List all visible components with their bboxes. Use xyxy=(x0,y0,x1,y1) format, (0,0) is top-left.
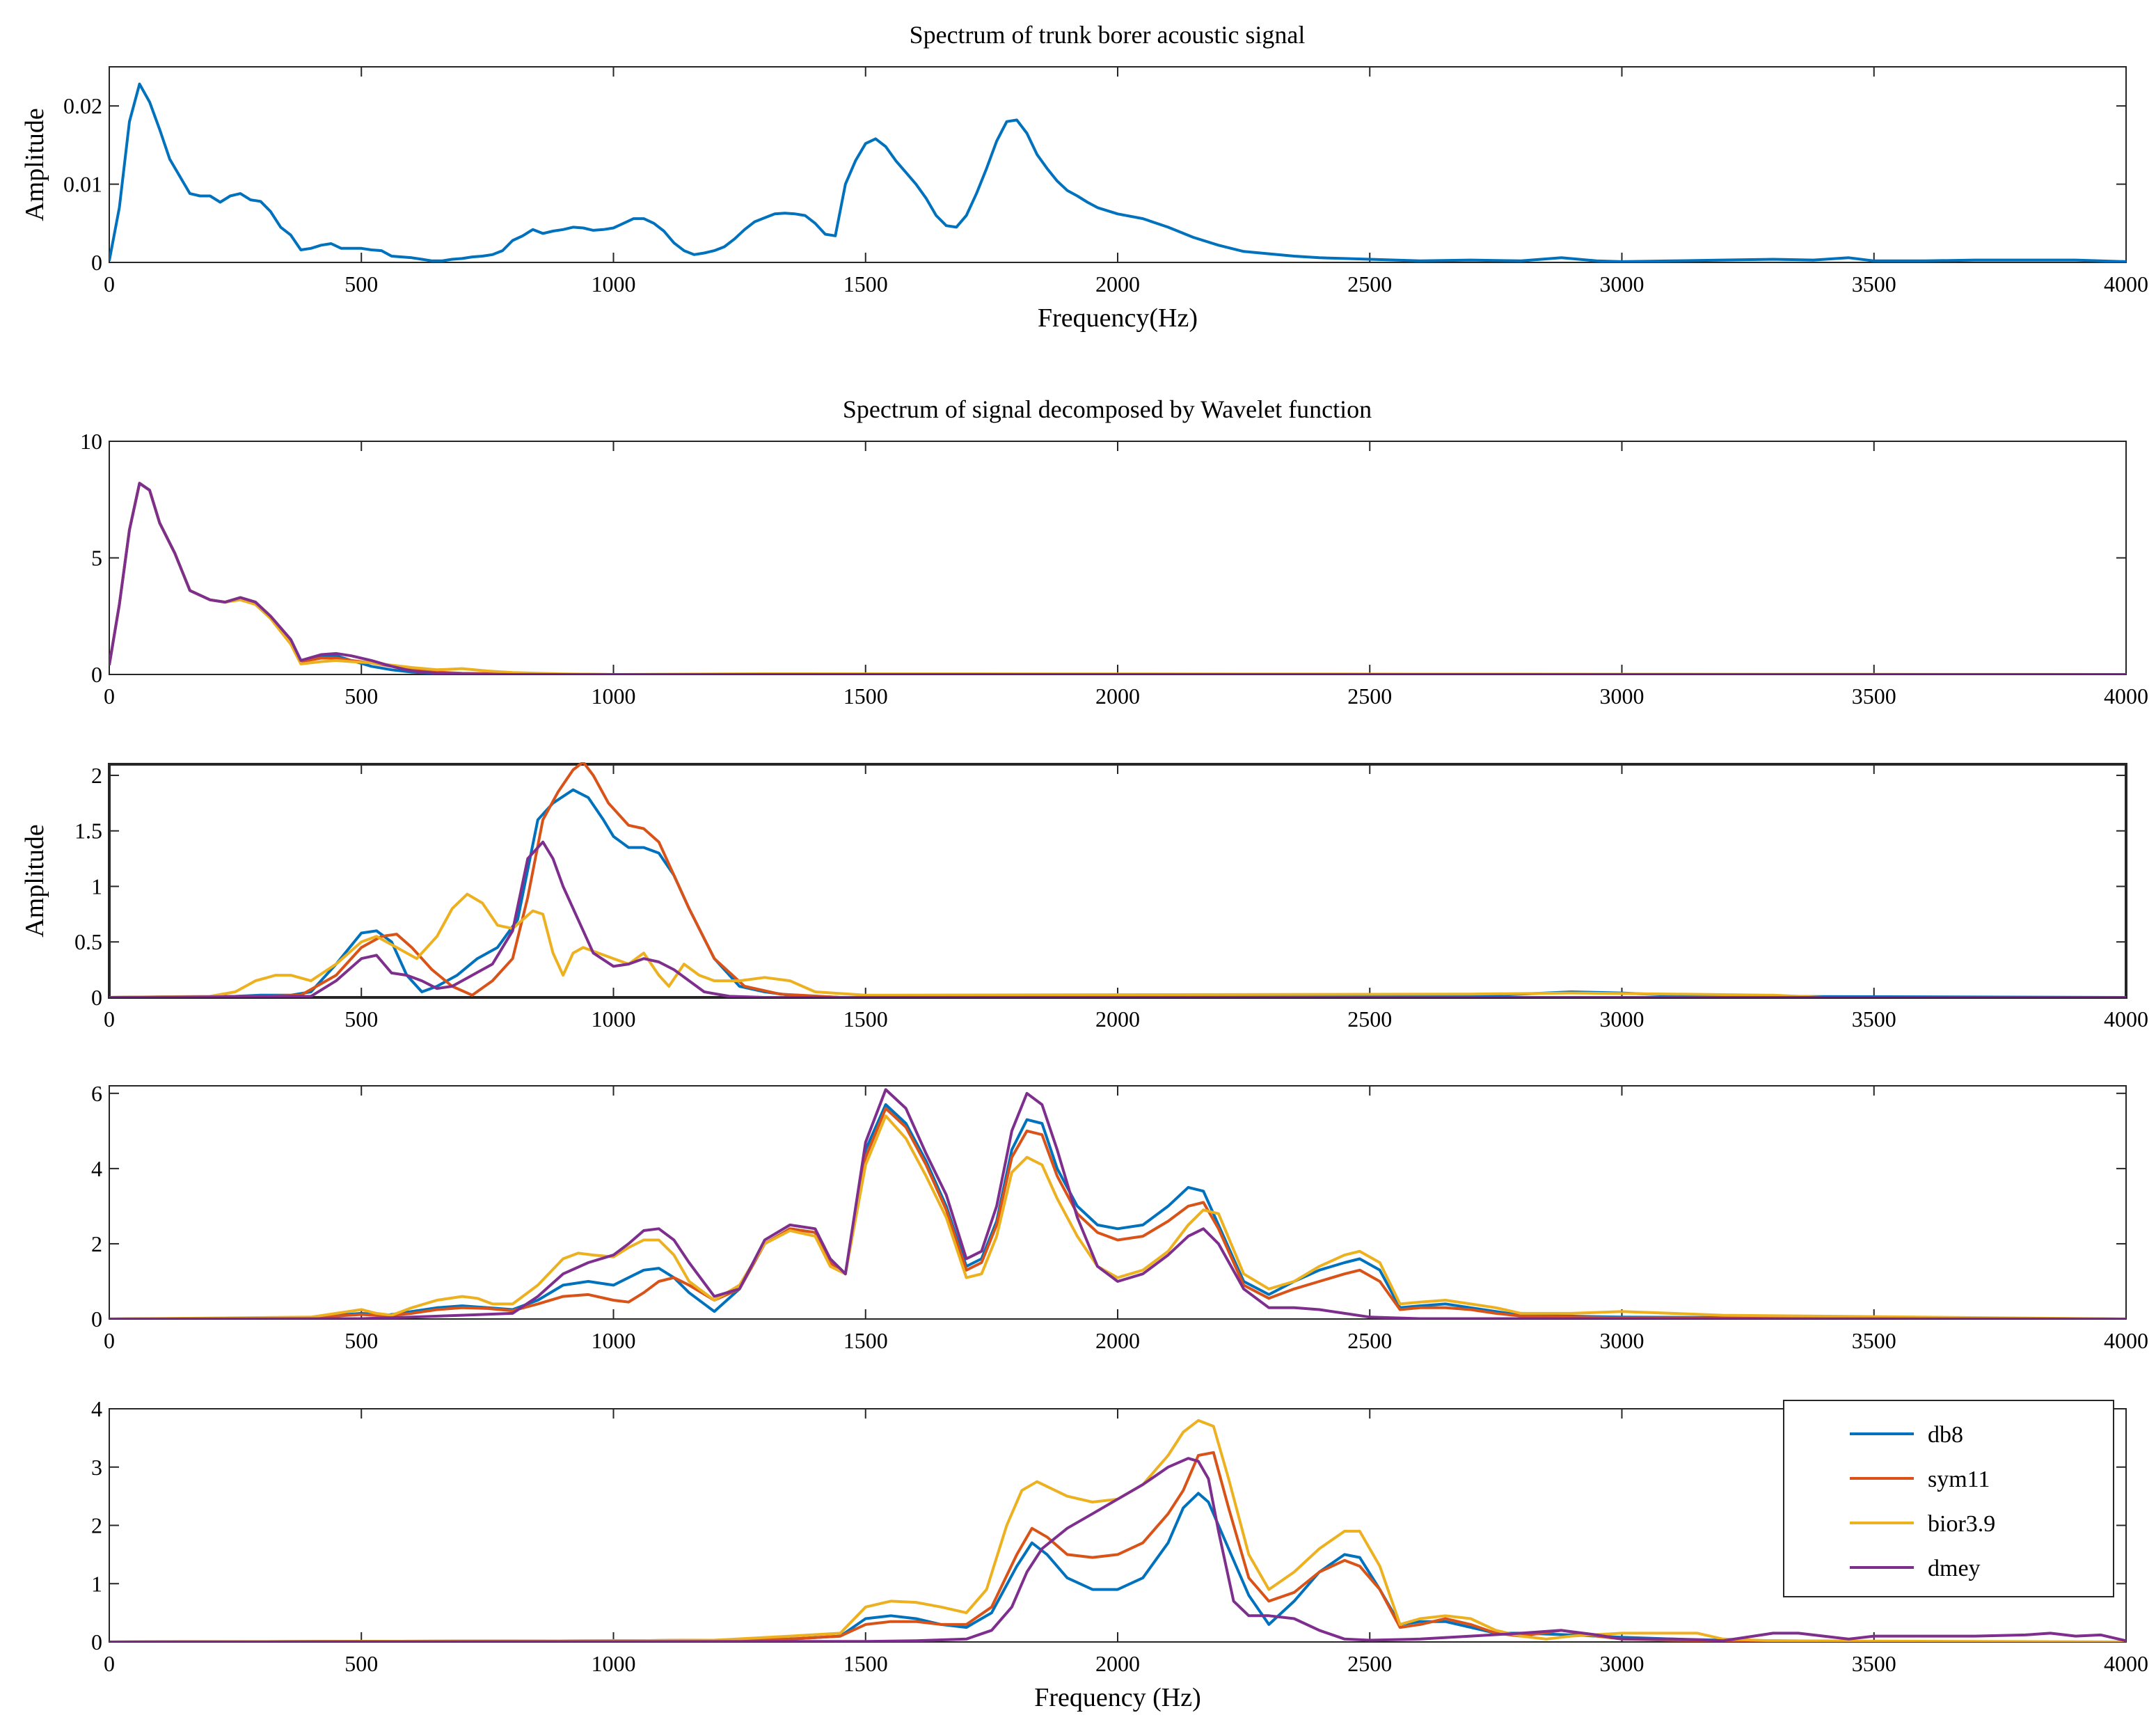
y-tick-label: 0 xyxy=(91,662,102,687)
x-tick-label: 4000 xyxy=(2104,1328,2148,1353)
y-tick-label: 2 xyxy=(91,1231,102,1256)
x-tick-label: 2500 xyxy=(1347,1328,1392,1353)
title-bottom: Spectrum of signal decomposed by Wavelet… xyxy=(843,395,1372,423)
panel-4: 0 500 1000 1500 2000 2500 3000 3500 4000 0 2 4 6 xyxy=(91,1081,2148,1353)
series-line-dmey xyxy=(109,1457,2126,1642)
x-tick-label: 2000 xyxy=(1095,684,1140,709)
series-line-sym11 xyxy=(109,1107,2126,1319)
series-line-db8 xyxy=(109,1103,2126,1319)
legend-label: dmey xyxy=(1928,1556,1981,1581)
x-tick-label: 2000 xyxy=(1095,1006,1140,1032)
y-tick-label: 0 xyxy=(91,250,102,275)
y-tick-label: 2 xyxy=(91,1513,102,1538)
x-tick-label: 3500 xyxy=(1852,1328,1896,1353)
panel-1: 0 500 1000 1500 2000 2500 3000 3500 4000 0 0.01 0.0… xyxy=(20,66,2148,333)
y-tick-label: 2 xyxy=(91,763,102,788)
x-tick-label: 0 xyxy=(104,271,115,297)
panel-3: 0 500 1000 1500 2000 2500 3000 3500 4000 0 0.5 1 1.5… xyxy=(20,762,2148,1032)
x-tick-label: 2000 xyxy=(1095,1328,1140,1353)
x-tick-label: 1000 xyxy=(592,1006,636,1032)
x-tick-label: 500 xyxy=(344,1328,378,1353)
y-tick-label: 0 xyxy=(91,1629,102,1654)
series-line-bior3-9 xyxy=(109,1114,2126,1319)
x-tick-label: 3000 xyxy=(1600,1328,1644,1353)
x-tick-label: 3500 xyxy=(1852,1651,1896,1676)
series-line-bior3-9 xyxy=(109,1419,2126,1642)
x-tick-label: 1500 xyxy=(843,1006,888,1032)
y-tick-label: 0.5 xyxy=(74,929,102,954)
x-tick-label: 1500 xyxy=(843,271,888,297)
x-tick-label: 3500 xyxy=(1852,684,1896,709)
panel-5: 0 500 1000 1500 2000 2500 3000 3500 4000 0 1 2 3 4 Fre… xyxy=(91,1396,2148,1712)
x-axis-label: Frequency (Hz) xyxy=(1034,1683,1201,1712)
x-tick-label: 500 xyxy=(344,271,378,297)
legend-box xyxy=(1783,1400,2114,1597)
x-tick-label: 1000 xyxy=(592,271,636,297)
legend-label: bior3.9 xyxy=(1928,1511,1995,1537)
x-tick-label: 500 xyxy=(344,1006,378,1032)
x-tick-label: 2500 xyxy=(1347,1651,1392,1676)
legend: db8 sym11 bior3.9 dmey xyxy=(1783,1400,2114,1597)
x-tick-label: 2000 xyxy=(1095,1651,1140,1676)
series-line-dmey xyxy=(109,482,2126,674)
y-tick-label: 0 xyxy=(91,985,102,1010)
y-tick-label: 5 xyxy=(91,546,102,571)
x-tick-label: 3000 xyxy=(1600,271,1644,297)
x-axis-label: Frequency(Hz) xyxy=(1038,303,1198,333)
x-tick-label: 500 xyxy=(344,684,378,709)
x-tick-label: 1000 xyxy=(592,1651,636,1676)
x-tick-label: 3000 xyxy=(1600,1006,1644,1032)
x-tick-label: 4000 xyxy=(2104,684,2148,709)
y-tick-label: 1.5 xyxy=(74,819,102,844)
x-tick-label: 3000 xyxy=(1600,684,1644,709)
y-tick-label: 0 xyxy=(91,1306,102,1332)
x-tick-label: 0 xyxy=(104,1006,115,1032)
x-tick-label: 2000 xyxy=(1095,271,1140,297)
x-tick-label: 1500 xyxy=(843,1651,888,1676)
y-tick-label: 10 xyxy=(80,429,102,454)
y-tick-label: 0.02 xyxy=(63,93,102,118)
y-tick-label: 4 xyxy=(91,1396,102,1421)
x-tick-label: 0 xyxy=(104,1328,115,1353)
y-tick-label: 1 xyxy=(91,1571,102,1596)
series-line-dmey xyxy=(109,840,2126,997)
y-tick-label: 3 xyxy=(91,1455,102,1480)
plots-group: 0 500 1000 1500 2000 2500 3000 3500 400000.010.0… xyxy=(20,66,2148,1712)
y-axis-label: Amplitude xyxy=(20,824,49,938)
x-tick-label: 3000 xyxy=(1600,1651,1644,1676)
legend-label: sym11 xyxy=(1928,1467,1990,1492)
x-tick-label: 3500 xyxy=(1852,1006,1896,1032)
x-tick-label: 1000 xyxy=(592,1328,636,1353)
x-tick-label: 0 xyxy=(104,684,115,709)
y-tick-label: 0.01 xyxy=(63,172,102,197)
x-tick-label: 3500 xyxy=(1852,271,1896,297)
x-tick-label: 4000 xyxy=(2104,271,2148,297)
series-line-bior3-9 xyxy=(109,892,2126,997)
x-tick-label: 1500 xyxy=(843,1328,888,1353)
x-tick-label: 500 xyxy=(344,1651,378,1676)
x-tick-label: 4000 xyxy=(2104,1006,2148,1032)
y-axis-label: Amplitude xyxy=(20,108,49,221)
panel-2: 0 500 1000 1500 2000 2500 3000 3500 4000 0 5 10 xyxy=(80,429,2148,709)
series-line-dmey xyxy=(109,1088,2126,1319)
x-tick-label: 2500 xyxy=(1347,684,1392,709)
x-tick-label: 1500 xyxy=(843,684,888,709)
y-tick-label: 6 xyxy=(91,1081,102,1106)
x-tick-label: 1000 xyxy=(592,684,636,709)
x-tick-label: 0 xyxy=(104,1651,115,1676)
y-tick-label: 1 xyxy=(91,874,102,899)
x-tick-label: 2500 xyxy=(1347,1006,1392,1032)
series-line-signal xyxy=(109,82,2126,262)
title-top: Spectrum of trunk borer acoustic signal xyxy=(910,21,1306,49)
x-tick-label: 4000 xyxy=(2104,1651,2148,1676)
x-tick-label: 2500 xyxy=(1347,271,1392,297)
y-tick-label: 4 xyxy=(91,1156,102,1181)
legend-label: db8 xyxy=(1928,1422,1963,1448)
